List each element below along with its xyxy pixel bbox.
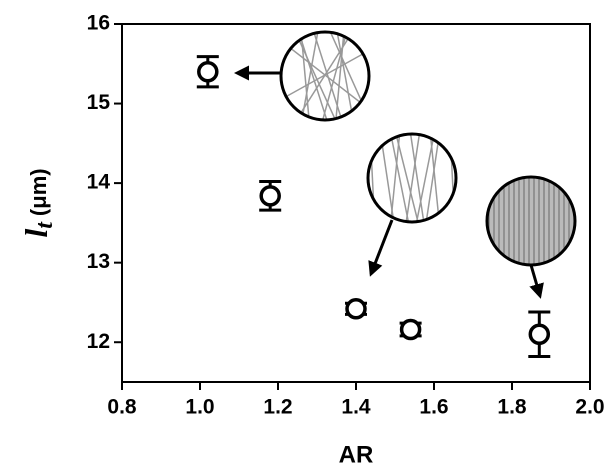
y-tick-label: 15 xyxy=(87,91,111,114)
x-tick-label: 1.8 xyxy=(497,396,527,419)
x-tick-label: 1.4 xyxy=(341,396,371,419)
inset-random xyxy=(234,30,371,122)
inset-aligned xyxy=(485,175,577,299)
x-tick-label: 1.2 xyxy=(263,396,292,419)
point xyxy=(399,318,422,341)
point xyxy=(197,60,219,83)
x-tick-label: 1.0 xyxy=(185,396,214,419)
x-tick-label: 1.6 xyxy=(419,396,448,419)
y-tick-label: 16 xyxy=(87,12,110,35)
y-tick-label: 12 xyxy=(87,330,110,353)
y-axis-label: lt(μm) xyxy=(18,168,57,237)
y-tick-label: 14 xyxy=(87,171,111,194)
point xyxy=(345,298,367,320)
x-axis-label: AR xyxy=(339,441,374,468)
inset-partial xyxy=(366,132,458,277)
y-tick-label: 13 xyxy=(87,250,110,273)
point xyxy=(528,323,551,346)
point xyxy=(259,185,281,207)
x-tick-label: 0.8 xyxy=(107,396,137,419)
x-tick-label: 2.0 xyxy=(575,396,604,419)
